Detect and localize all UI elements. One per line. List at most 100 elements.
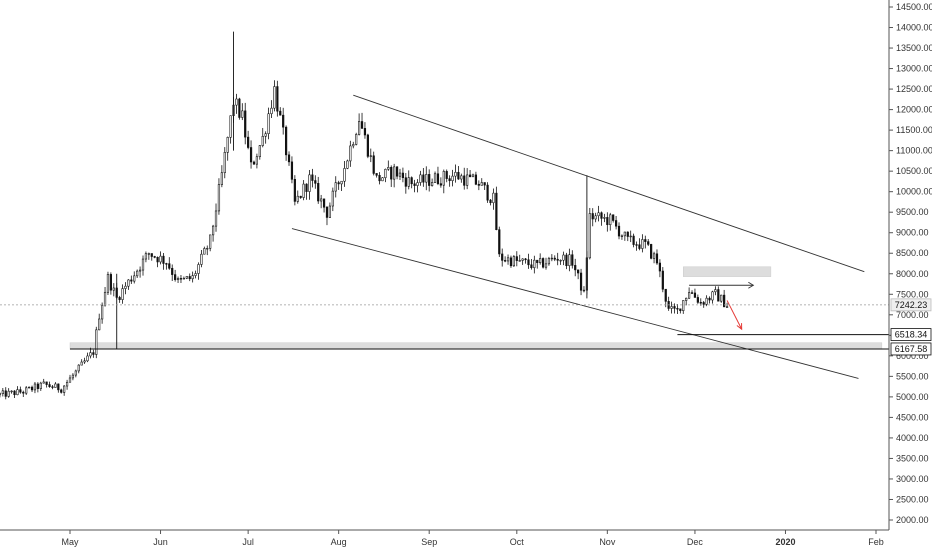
price-tick-label: 4000.00 — [896, 433, 929, 443]
candle — [42, 378, 45, 384]
candle — [539, 253, 542, 265]
candle — [352, 141, 355, 149]
candle-body — [1, 390, 4, 394]
candle-body — [101, 304, 104, 320]
candle — [165, 262, 168, 270]
time-axis[interactable]: May Jun Jul Aug Sep Oct Nov Dec 2020 Feb — [0, 529, 889, 547]
candle — [138, 266, 142, 278]
candle — [68, 374, 72, 383]
candle-body — [442, 171, 445, 186]
candle-body — [425, 174, 428, 183]
time-tick-label: Aug — [331, 537, 347, 547]
candle-body — [492, 192, 495, 204]
candle-body — [235, 98, 238, 106]
candle — [603, 213, 606, 223]
candle — [322, 198, 326, 213]
candle — [582, 286, 586, 293]
candle-body — [118, 297, 121, 300]
candle-body — [317, 183, 320, 202]
candle — [717, 286, 720, 302]
candle — [308, 169, 311, 200]
candle-body — [217, 184, 221, 212]
candle — [658, 259, 662, 278]
candle — [454, 164, 457, 183]
candle-body — [416, 182, 419, 186]
candle — [547, 256, 551, 266]
candle-body — [121, 288, 124, 300]
candle — [521, 258, 524, 265]
time-tick-label: Dec — [687, 537, 704, 547]
candle — [282, 107, 285, 135]
candle — [270, 100, 273, 119]
candle — [153, 255, 156, 259]
trend-drawings — [291, 94, 865, 379]
candle-body — [723, 294, 726, 308]
candle-body — [63, 385, 66, 393]
candle — [553, 255, 556, 262]
channel-lower-line — [291, 228, 859, 379]
candle — [258, 145, 261, 160]
candle — [176, 276, 180, 283]
candle — [568, 248, 571, 272]
candle — [7, 388, 10, 398]
candle-body — [486, 184, 489, 201]
candle-body — [209, 234, 212, 249]
candle-body — [527, 259, 530, 266]
candle-body — [606, 217, 609, 226]
candle — [422, 168, 425, 187]
candle-body — [717, 289, 720, 302]
candle — [331, 187, 334, 212]
candle-body — [679, 308, 682, 311]
candle-body — [320, 198, 323, 202]
candle-body — [203, 248, 206, 255]
time-tick-label: Oct — [510, 537, 525, 547]
candle-body — [574, 265, 577, 271]
candle — [302, 180, 305, 201]
candle-body — [22, 391, 25, 394]
candle — [136, 269, 139, 279]
candle — [609, 212, 612, 231]
candle-body — [693, 292, 697, 298]
candle — [363, 122, 367, 139]
price-tick-label: 12000.00 — [896, 105, 932, 115]
candle — [36, 382, 39, 393]
candle-body — [571, 254, 574, 266]
candle — [436, 166, 440, 186]
candle-body — [512, 256, 515, 267]
time-tick-label: 2020 — [775, 537, 795, 547]
candle-body — [252, 161, 256, 165]
candle — [369, 148, 372, 163]
candle-body — [109, 274, 112, 291]
candle — [317, 176, 320, 204]
candle — [48, 381, 51, 388]
candle — [670, 301, 673, 314]
candle — [410, 176, 413, 189]
price-axis[interactable]: 2000.00 2500.00 3000.00 3500.00 4000.00 4500.… — [888, 0, 932, 530]
candle-body — [141, 258, 145, 271]
candle-body — [451, 175, 454, 181]
price-tag-0: 6518.34 — [890, 328, 932, 341]
candle — [693, 288, 697, 298]
candle-body — [468, 174, 472, 178]
candle-body — [588, 213, 591, 259]
candle-body — [521, 258, 524, 261]
candle — [264, 131, 267, 144]
candle — [559, 259, 562, 265]
price-tag-1-box — [890, 342, 932, 356]
candle-body — [720, 294, 723, 302]
candle-body — [106, 274, 110, 293]
candle-body — [322, 198, 326, 208]
candle-body — [477, 183, 480, 186]
price-tick-label: 13000.00 — [896, 64, 932, 74]
price-tag-1-label: 6167.58 — [895, 344, 928, 354]
candle — [600, 211, 603, 226]
candle — [699, 298, 702, 306]
candle-body — [299, 195, 302, 198]
candle — [92, 349, 95, 358]
candle — [293, 175, 296, 206]
candle-body — [422, 174, 425, 183]
candle — [217, 178, 221, 215]
candle-body — [690, 292, 694, 294]
candle — [194, 270, 197, 279]
